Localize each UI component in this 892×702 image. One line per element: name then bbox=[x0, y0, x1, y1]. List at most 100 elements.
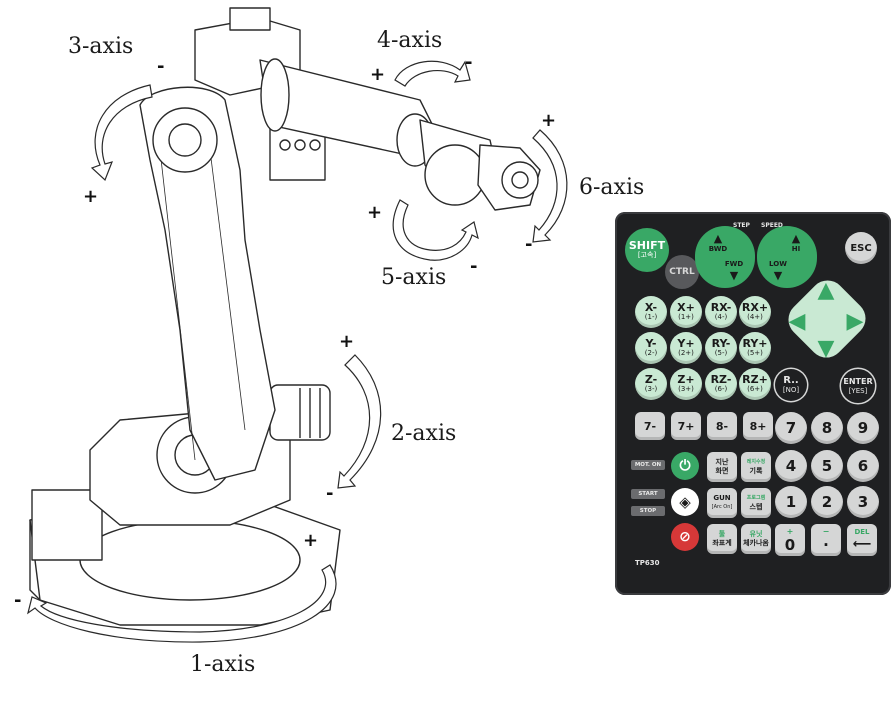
zero-key[interactable]: + 0 bbox=[775, 524, 805, 556]
ext-7-minus-key[interactable]: 7- bbox=[635, 412, 665, 440]
gun-l2: [Arc On] bbox=[711, 504, 733, 510]
check-key[interactable]: 유닛 체카나옴 bbox=[741, 524, 771, 554]
axis4-label: 4-axis bbox=[377, 28, 443, 53]
down-arrow-icon[interactable]: ▼ bbox=[817, 335, 835, 361]
ctrl-key[interactable]: CTRL bbox=[665, 255, 699, 289]
zero-label: 0 bbox=[784, 535, 796, 554]
shift-key[interactable]: SHIFT [고속] bbox=[625, 228, 669, 272]
bwd-key[interactable]: ▲ BWD bbox=[699, 228, 737, 258]
jog-key-sub: (2+) bbox=[678, 349, 694, 357]
hi-key[interactable]: ▲ HI bbox=[777, 228, 815, 258]
low-down-icon: ▼ bbox=[773, 269, 783, 282]
number-key-label: 4 bbox=[785, 457, 797, 475]
jog-key-sub: (5+) bbox=[747, 349, 763, 357]
jog-key-xminus[interactable]: X- (1-) bbox=[635, 296, 667, 328]
jog-key-zplus[interactable]: Z+ (3+) bbox=[670, 368, 702, 400]
number-key-8[interactable]: 8 bbox=[811, 412, 843, 444]
dot-key[interactable]: − · bbox=[811, 524, 841, 556]
jog-key-sub: (3-) bbox=[644, 385, 658, 393]
ext-8-minus-key[interactable]: 8- bbox=[707, 412, 737, 440]
coord-key[interactable]: 툴 좌표계 bbox=[707, 524, 737, 554]
number-key-label: 3 bbox=[857, 493, 869, 511]
axis4-arrow bbox=[394, 60, 471, 87]
jog-key-rxplus[interactable]: RX+ (4+) bbox=[739, 296, 771, 328]
shift-key-label: SHIFT bbox=[628, 239, 666, 252]
number-key-label: 2 bbox=[821, 493, 833, 511]
step-label: STEP bbox=[733, 222, 750, 229]
check-l2: 체카나옴 bbox=[743, 539, 769, 547]
ext-8-plus-label: 8+ bbox=[749, 419, 767, 433]
del-key[interactable]: DEL ⟵ bbox=[847, 524, 877, 556]
gun-key[interactable]: GUN [Arc On] bbox=[707, 488, 737, 518]
start-button[interactable]: START bbox=[631, 489, 665, 499]
jog-key-ryplus[interactable]: RY+ (5+) bbox=[739, 332, 771, 364]
jog-key-zminus[interactable]: Z- (3-) bbox=[635, 368, 667, 400]
jog-key-yplus[interactable]: Y+ (2+) bbox=[670, 332, 702, 364]
dot-label: · bbox=[823, 535, 829, 554]
jog-key-label: Z+ bbox=[677, 373, 695, 386]
motor-on-icon[interactable]: ⏻ bbox=[671, 452, 699, 480]
jog-key-rzminus[interactable]: RZ- (6-) bbox=[705, 368, 737, 400]
coord-l1: 툴 bbox=[718, 530, 726, 538]
axis4-minus: - bbox=[465, 52, 473, 73]
number-key-4[interactable]: 4 bbox=[775, 450, 807, 482]
r-key[interactable]: R.. [NO] bbox=[775, 369, 807, 401]
jog-key-rzplus[interactable]: RZ+ (6+) bbox=[739, 368, 771, 400]
jog-key-label: RZ- bbox=[710, 373, 732, 386]
teach-pendant: STEP SPEED SHIFT [고속] CTRL ▲ BWD FWD ▼ ▲… bbox=[615, 212, 891, 595]
mot-on-button[interactable]: MOT. ON bbox=[631, 460, 665, 470]
jog-key-label: Z- bbox=[644, 373, 658, 386]
fwd-key[interactable]: FWD ▼ bbox=[715, 256, 753, 286]
enter-key-label: ENTER bbox=[843, 377, 873, 386]
jog-key-yminus[interactable]: Y- (2-) bbox=[635, 332, 667, 364]
record-key[interactable]: 레지수정 기록 bbox=[741, 452, 771, 482]
axis1-minus: - bbox=[14, 590, 22, 611]
number-key-3[interactable]: 3 bbox=[847, 486, 879, 518]
enter-key[interactable]: ENTER [YES] bbox=[841, 369, 875, 403]
number-key-5[interactable]: 5 bbox=[811, 450, 843, 482]
jog-key-sub: (2-) bbox=[644, 349, 658, 357]
low-label: LOW bbox=[769, 260, 787, 268]
prev-screen-l1: 지난 bbox=[715, 458, 729, 466]
number-key-6[interactable]: 6 bbox=[847, 450, 879, 482]
number-key-2[interactable]: 2 bbox=[811, 486, 843, 518]
number-key-label: 8 bbox=[821, 419, 833, 437]
number-key-1[interactable]: 1 bbox=[775, 486, 807, 518]
esc-key[interactable]: ESC bbox=[845, 232, 877, 264]
step-pad bbox=[695, 226, 755, 288]
number-key-7[interactable]: 7 bbox=[775, 412, 807, 444]
jog-key-label: X- bbox=[644, 301, 658, 314]
prev-screen-key[interactable]: 지난 화면 bbox=[707, 452, 737, 482]
axis5-plus: + bbox=[367, 202, 383, 223]
up-arrow-icon[interactable]: ▲ bbox=[817, 277, 835, 303]
stop-button[interactable]: STOP bbox=[631, 506, 665, 516]
zero-plus-label: + bbox=[786, 526, 794, 536]
stop-icon[interactable]: ⊘ bbox=[671, 523, 699, 551]
jog-key-sub: (1+) bbox=[678, 313, 694, 321]
jog-key-sub: (6-) bbox=[714, 385, 728, 393]
bwd-label: BWD bbox=[708, 245, 728, 253]
record-l1: 레지수정 bbox=[746, 459, 766, 465]
record-l2: 기록 bbox=[749, 467, 763, 475]
jog-key-sub: (4+) bbox=[747, 313, 763, 321]
number-key-9[interactable]: 9 bbox=[847, 412, 879, 444]
del-label: DEL bbox=[854, 528, 870, 536]
jog-key-label: Y+ bbox=[677, 337, 695, 350]
ext-7-plus-key[interactable]: 7+ bbox=[671, 412, 701, 440]
low-key[interactable]: LOW ▼ bbox=[759, 256, 797, 286]
backspace-icon: ⟵ bbox=[852, 537, 872, 552]
jog-key-xplus[interactable]: X+ (1+) bbox=[670, 296, 702, 328]
start-icon[interactable]: ◈ bbox=[671, 488, 699, 516]
left-arrow-icon[interactable]: ◀ bbox=[788, 308, 806, 334]
jog-key-label: RX- bbox=[710, 301, 732, 314]
step-key[interactable]: 프로그램 스텝 bbox=[741, 488, 771, 518]
axis1-arrow bbox=[27, 564, 337, 643]
jog-key-ryminus[interactable]: RY- (5-) bbox=[705, 332, 737, 364]
step-key-l1: 프로그램 bbox=[746, 495, 766, 501]
ext-8-plus-key[interactable]: 8+ bbox=[743, 412, 773, 440]
model-label: TP630 bbox=[635, 559, 660, 567]
axis5-arrow bbox=[392, 199, 479, 261]
axis3-minus: - bbox=[157, 56, 165, 77]
jog-key-rxminus[interactable]: RX- (4-) bbox=[705, 296, 737, 328]
right-arrow-icon[interactable]: ▶ bbox=[846, 308, 864, 334]
